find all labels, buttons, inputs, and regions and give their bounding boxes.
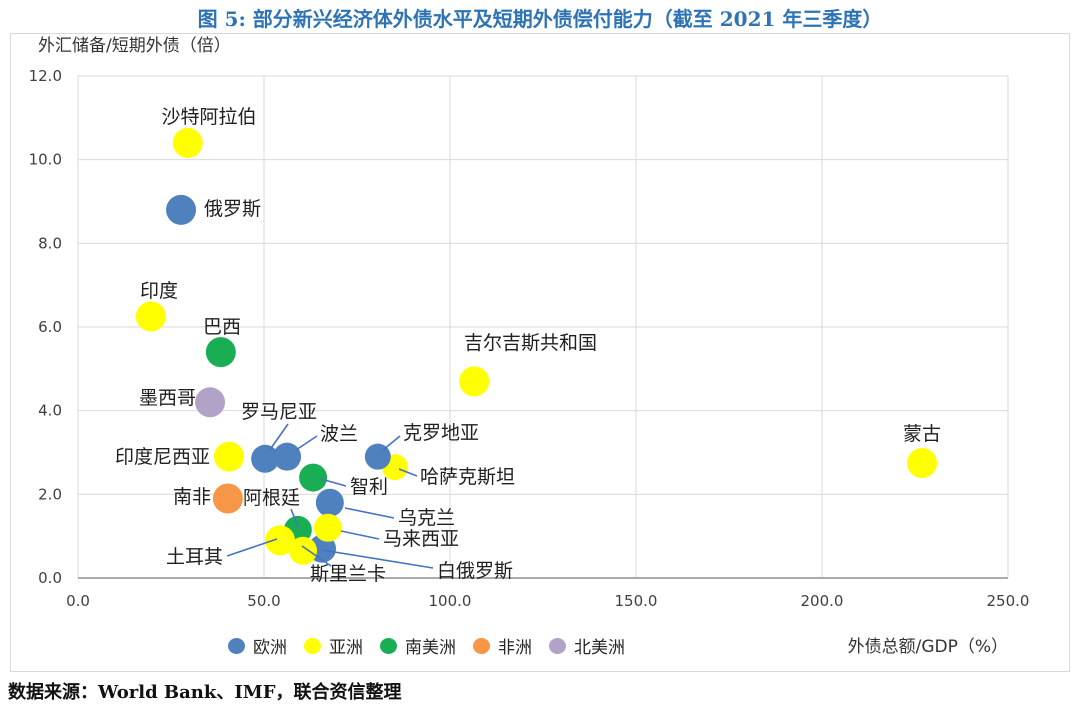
leader-line-阿根廷 bbox=[290, 508, 299, 528]
x-tick-label: 150.0 bbox=[615, 592, 658, 610]
bubble-label-克罗地亚: 克罗地亚 bbox=[403, 422, 479, 444]
chart-legend: 欧洲 亚洲 南美洲 非洲 北美洲 bbox=[228, 633, 642, 658]
bubble-沙特阿拉伯 bbox=[172, 127, 203, 158]
leader-line-智利 bbox=[320, 478, 347, 487]
y-tick-label: 0.0 bbox=[38, 569, 62, 587]
bubble-label-智利: 智利 bbox=[350, 476, 388, 498]
leader-line-白俄罗斯 bbox=[321, 549, 434, 569]
leader-line-罗马尼亚 bbox=[268, 423, 289, 452]
legend-label: 亚洲 bbox=[329, 638, 363, 658]
y-tick-label: 6.0 bbox=[38, 318, 62, 336]
bubble-label-白俄罗斯: 白俄罗斯 bbox=[437, 560, 513, 582]
chart-title: 图 5: 部分新兴经济体外债水平及短期外债偿付能力（截至 2021 年三季度） bbox=[197, 7, 883, 31]
bubble-蒙古 bbox=[907, 447, 938, 478]
x-tick-label: 0.0 bbox=[66, 592, 90, 610]
y-tick-label: 10.0 bbox=[29, 151, 62, 169]
bubble-label-巴西: 巴西 bbox=[203, 316, 241, 338]
bubble-label-蒙古: 蒙古 bbox=[903, 423, 941, 445]
leader-line-斯里兰卡 bbox=[301, 545, 332, 567]
y-tick-label: 4.0 bbox=[38, 402, 62, 420]
leader-line-哈萨克斯坦 bbox=[398, 468, 418, 477]
x-axis-title: 外债总额/GDP（%） bbox=[847, 637, 1008, 657]
bubble-label-乌克兰: 乌克兰 bbox=[398, 507, 455, 529]
x-tick-label: 50.0 bbox=[247, 592, 280, 610]
south-america-dot-icon bbox=[380, 637, 397, 654]
bubble-label-印度尼西亚: 印度尼西亚 bbox=[115, 446, 210, 468]
europe-dot-icon bbox=[228, 637, 245, 654]
bubble-乌克兰 bbox=[315, 488, 344, 517]
bubble-斯里兰卡 bbox=[289, 536, 318, 565]
legend-label: 非洲 bbox=[498, 638, 532, 658]
bubble-label-马来西亚: 马来西亚 bbox=[383, 528, 459, 550]
africa-dot-icon bbox=[473, 637, 490, 654]
bubble-label-罗马尼亚: 罗马尼亚 bbox=[241, 401, 317, 423]
bubble-label-吉尔吉斯共和国: 吉尔吉斯共和国 bbox=[464, 332, 597, 354]
bubble-波兰 bbox=[273, 442, 302, 471]
bubble-label-墨西哥: 墨西哥 bbox=[139, 387, 196, 409]
bubble-label-斯里兰卡: 斯里兰卡 bbox=[310, 563, 386, 585]
x-tick-label: 200.0 bbox=[801, 592, 844, 610]
bubble-巴西 bbox=[205, 337, 236, 368]
leader-line-土耳其 bbox=[226, 538, 278, 557]
x-tick-label: 100.0 bbox=[429, 592, 472, 610]
bubble-label-阿根廷: 阿根廷 bbox=[243, 487, 300, 509]
bubble-智利 bbox=[299, 463, 328, 492]
bubble-克罗地亚 bbox=[364, 443, 391, 470]
bubble-label-俄罗斯: 俄罗斯 bbox=[204, 198, 261, 220]
bubble-label-南非: 南非 bbox=[173, 486, 211, 508]
leader-line-克罗地亚 bbox=[382, 435, 401, 451]
bubble-罗马尼亚 bbox=[251, 444, 280, 473]
legend-label: 欧洲 bbox=[253, 638, 287, 658]
leader-line-乌克兰 bbox=[344, 507, 395, 519]
legend-item-south-america: 南美洲 bbox=[380, 633, 456, 658]
leader-line-马来西亚 bbox=[340, 530, 380, 540]
bubble-土耳其 bbox=[264, 525, 295, 556]
y-axis-title: 外汇储备/短期外债（倍） bbox=[38, 36, 231, 56]
y-tick-label: 8.0 bbox=[38, 234, 62, 252]
legend-item-europe: 欧洲 bbox=[228, 633, 287, 658]
legend-label: 北美洲 bbox=[574, 638, 625, 658]
asia-dot-icon bbox=[304, 637, 321, 654]
bubble-俄罗斯 bbox=[166, 194, 197, 225]
bubble-label-土耳其: 土耳其 bbox=[166, 546, 223, 568]
legend-label: 南美洲 bbox=[405, 638, 456, 658]
bubble-马来西亚 bbox=[313, 513, 342, 542]
leader-line-波兰 bbox=[295, 435, 318, 451]
bubble-南非 bbox=[212, 483, 243, 514]
bubble-墨西哥 bbox=[195, 387, 226, 418]
north-america-dot-icon bbox=[549, 637, 566, 654]
bubble-吉尔吉斯共和国 bbox=[459, 366, 490, 397]
data-source-note: 数据来源：World Bank、IMF，联合资信整理 bbox=[8, 682, 402, 703]
legend-item-asia: 亚洲 bbox=[304, 633, 363, 658]
y-tick-label: 2.0 bbox=[38, 485, 62, 503]
bubble-印度尼西亚 bbox=[214, 441, 245, 472]
y-tick-label: 12.0 bbox=[29, 67, 62, 85]
bubble-label-印度: 印度 bbox=[140, 280, 178, 302]
bubble-印度 bbox=[135, 301, 166, 332]
x-tick-label: 250.0 bbox=[987, 592, 1030, 610]
bubble-label-波兰: 波兰 bbox=[320, 423, 358, 445]
legend-item-africa: 非洲 bbox=[473, 633, 532, 658]
bubble-label-沙特阿拉伯: 沙特阿拉伯 bbox=[161, 106, 256, 128]
bubble-label-哈萨克斯坦: 哈萨克斯坦 bbox=[420, 466, 515, 488]
legend-item-north-america: 北美洲 bbox=[549, 633, 625, 658]
